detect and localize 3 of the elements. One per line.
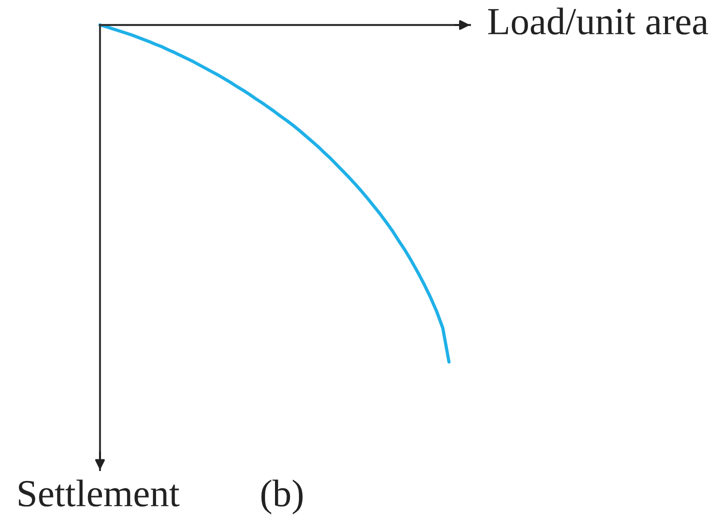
y-axis-title: Settlement <box>18 480 180 507</box>
x-axis-title: Load/unit area <box>488 8 708 35</box>
text: (b) <box>261 480 303 514</box>
